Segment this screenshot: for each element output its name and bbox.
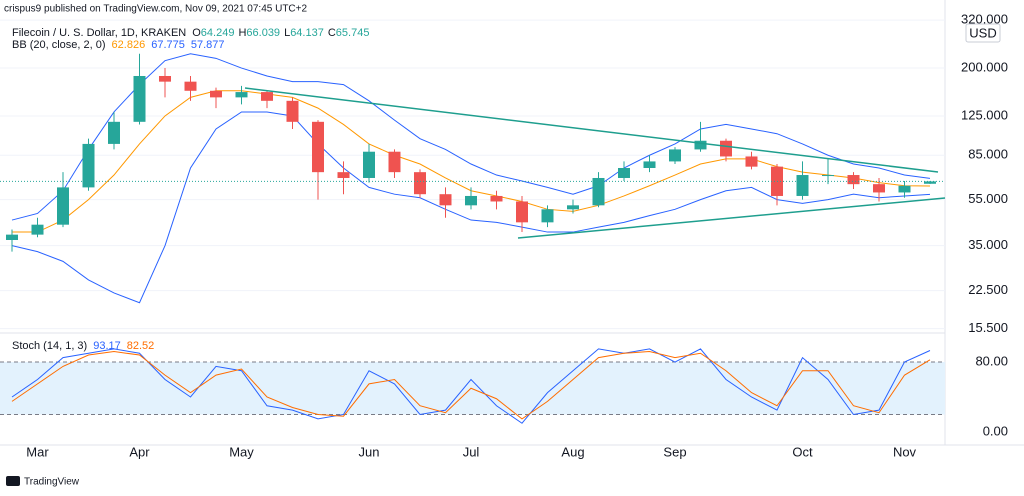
published-note: crispus9 published on TradingView.com, N… bbox=[4, 4, 307, 15]
candle-body bbox=[57, 187, 69, 225]
y-tick-label: 22.500 bbox=[968, 282, 1008, 297]
candle-body bbox=[184, 81, 197, 91]
candle-body bbox=[618, 167, 630, 178]
candle-body bbox=[745, 156, 758, 167]
symbol: Filecoin / U. S. Dollar, 1D, KRAKEN bbox=[12, 27, 186, 39]
trendline bbox=[244, 87, 939, 173]
x-tick-label: Mar bbox=[26, 444, 49, 459]
candle-body bbox=[898, 185, 911, 193]
candle-body bbox=[82, 143, 95, 188]
stoch-line bbox=[11, 351, 931, 420]
candle-body bbox=[261, 92, 273, 101]
trendline bbox=[517, 197, 946, 239]
candle-body bbox=[516, 201, 528, 223]
bb-value: 67.775 bbox=[151, 39, 185, 51]
candle-body bbox=[133, 75, 146, 122]
ohlc-label: C bbox=[328, 27, 336, 39]
stoch-legend: Stoch (14, 1, 3) 93.17 82.52 bbox=[12, 340, 154, 352]
currency-box bbox=[965, 23, 1001, 43]
x-tick-label: Nov bbox=[893, 444, 917, 459]
x-tick-label: Jun bbox=[359, 444, 380, 459]
candle-body bbox=[541, 209, 554, 223]
y-tick-label: 125.000 bbox=[961, 107, 1008, 122]
bb-value: 57.877 bbox=[191, 39, 225, 51]
x-tick-label: Aug bbox=[561, 444, 584, 459]
brand: TradingView bbox=[24, 477, 80, 488]
candle-body bbox=[796, 175, 809, 196]
y-tick-label: 35.000 bbox=[968, 237, 1008, 252]
candle-body bbox=[567, 205, 579, 210]
candle-body bbox=[822, 175, 834, 177]
candle-body bbox=[363, 151, 375, 178]
candle-body bbox=[31, 224, 44, 235]
bb-line bbox=[11, 53, 931, 221]
candle-body bbox=[669, 149, 681, 162]
candle-body bbox=[388, 151, 401, 173]
y-tick-label: 0.00 bbox=[983, 423, 1008, 438]
candle-body bbox=[873, 184, 885, 193]
candle-body bbox=[414, 172, 426, 195]
candle-body bbox=[643, 161, 656, 168]
stoch-value: 82.52 bbox=[127, 340, 155, 352]
bb-legend: BB (20, close, 2, 0) 62.826 67.775 57.877 bbox=[12, 39, 225, 51]
candle-body bbox=[439, 194, 452, 206]
y-tick-label: 15.500 bbox=[968, 320, 1008, 335]
candle-body bbox=[847, 175, 860, 185]
x-tick-label: Oct bbox=[792, 444, 813, 459]
stoch-line bbox=[11, 348, 931, 424]
candle-body bbox=[6, 234, 18, 240]
y-tick-label: 55.000 bbox=[968, 191, 1008, 206]
y-tick-label: 80.00 bbox=[975, 353, 1008, 368]
ohlc-value: 66.039 bbox=[246, 27, 280, 39]
candle-body bbox=[465, 195, 477, 206]
y-tick-label: 200.000 bbox=[961, 59, 1008, 74]
ohlc-value: 64.137 bbox=[290, 27, 324, 39]
candle-body bbox=[694, 140, 707, 150]
logo bbox=[6, 476, 20, 486]
stoch-label: Stoch (14, 1, 3) bbox=[12, 340, 87, 352]
band-fill bbox=[0, 362, 945, 415]
y-tick-label: 85.000 bbox=[968, 147, 1008, 162]
candle-body bbox=[720, 140, 732, 157]
x-tick-label: Jul bbox=[463, 444, 480, 459]
x-tick-label: Apr bbox=[129, 444, 150, 459]
candle-body bbox=[235, 92, 248, 98]
ohlc-value: 64.249 bbox=[201, 27, 235, 39]
candle-body bbox=[108, 121, 120, 144]
candle-body bbox=[210, 90, 222, 98]
candle-body bbox=[592, 177, 605, 206]
y-tick-label: 320.000 bbox=[961, 12, 1008, 27]
candle-body bbox=[337, 172, 350, 178]
ohlc-label: L bbox=[284, 27, 290, 39]
ohlc-value: 65.745 bbox=[336, 27, 370, 39]
currency: USD bbox=[969, 25, 996, 40]
bb-value: 62.826 bbox=[112, 39, 146, 51]
candle-body bbox=[312, 121, 324, 173]
candle-body bbox=[924, 181, 936, 184]
ohlc-label: H bbox=[238, 27, 246, 39]
marks: 15.500 22.500 35.000 55.000 85.000 125.000 200… bbox=[0, 12, 1008, 459]
bb-label: BB (20, close, 2, 0) bbox=[12, 39, 106, 51]
x-tick-label: May bbox=[229, 444, 254, 459]
x-tick-label: Sep bbox=[663, 444, 686, 459]
ohlc-label: O bbox=[192, 27, 201, 39]
candle-body bbox=[286, 100, 299, 122]
candle-body bbox=[490, 195, 503, 202]
main-legend: Filecoin / U. S. Dollar, 1D, KRAKEN O64.2… bbox=[12, 27, 369, 39]
candle-body bbox=[159, 75, 171, 82]
